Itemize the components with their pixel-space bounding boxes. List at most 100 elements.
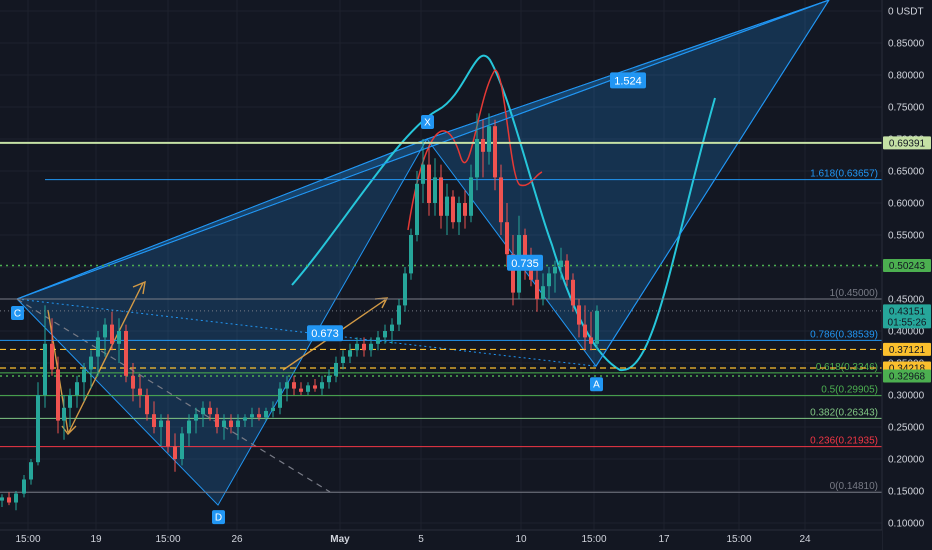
- candle-body: [257, 414, 261, 418]
- y-tick-label: 0.15000: [888, 487, 925, 498]
- candle-body: [481, 139, 485, 152]
- candle-body: [427, 164, 431, 203]
- price-tag-box: [883, 258, 931, 272]
- candle-body: [138, 388, 142, 395]
- price-tag-label: 0.43151: [889, 306, 926, 317]
- candle: [180, 427, 184, 466]
- candle: [390, 318, 394, 344]
- candle-body: [173, 446, 177, 459]
- candle-body: [152, 414, 156, 427]
- candle-body: [355, 343, 359, 351]
- candle: [481, 119, 485, 178]
- candle: [56, 356, 60, 434]
- candle: [306, 382, 310, 395]
- candle-body: [334, 363, 338, 376]
- candle-body: [271, 407, 275, 411]
- price-tag-label: 0.34218: [889, 364, 926, 375]
- pattern-point-A: A: [593, 380, 600, 391]
- candle-body: [577, 305, 581, 325]
- candle: [152, 401, 156, 434]
- candle-body: [499, 177, 503, 223]
- y-tick-label: 0.55000: [888, 231, 925, 242]
- candle-body: [362, 343, 366, 351]
- y-tick-label: 0.75000: [888, 103, 925, 114]
- candle: [523, 228, 527, 280]
- candle-body: [327, 375, 331, 383]
- candle: [541, 273, 545, 306]
- candle: [201, 401, 205, 427]
- candle-body: [523, 235, 527, 267]
- candle: [124, 324, 128, 383]
- candle-body: [383, 331, 387, 338]
- price-tag-label: 0.32968: [889, 372, 926, 383]
- candle-body: [299, 388, 303, 392]
- candle: [215, 407, 219, 434]
- candle-body: [595, 310, 599, 344]
- candle-body: [264, 411, 268, 418]
- candle-body: [313, 385, 317, 389]
- candle: [334, 356, 338, 383]
- candle: [187, 414, 191, 447]
- y-tick-label: 0.25000: [888, 423, 925, 434]
- x-tick-label: 15:00: [726, 534, 751, 545]
- candle-body: [208, 407, 212, 415]
- candle: [7, 492, 11, 506]
- candle-body: [124, 331, 128, 376]
- price-tag-box: [883, 136, 931, 150]
- candle-body: [541, 286, 545, 299]
- y-tick-label: 0.30000: [888, 391, 925, 402]
- candle-body: [50, 343, 54, 370]
- pattern-labels: C D X A 0.673 0.735 1.524: [11, 72, 646, 525]
- candle: [348, 343, 352, 363]
- y-tick-label: 0.65000: [888, 167, 925, 178]
- candle-body: [487, 126, 491, 152]
- cyan-curve: [291, 54, 716, 372]
- candle: [463, 190, 467, 229]
- candle-body: [7, 497, 11, 503]
- pattern-point-D: D: [215, 513, 222, 524]
- candle-body: [229, 420, 233, 427]
- candle-body: [145, 395, 149, 415]
- price-axis-background: [882, 0, 932, 550]
- candle: [409, 228, 413, 280]
- candle: [243, 414, 247, 427]
- fib-label-0.618: 0.618(0.3346): [816, 362, 878, 373]
- candle: [355, 337, 359, 357]
- harmonic-triangle-left: [16, 138, 429, 506]
- candle: [22, 475, 26, 498]
- candle-body: [292, 382, 296, 389]
- candle-body: [559, 260, 563, 267]
- candle: [341, 350, 345, 370]
- candle-body: [553, 267, 557, 274]
- price-axis: 0.100000.150000.200000.250000.300000.350…: [881, 0, 932, 550]
- candle: [493, 119, 497, 191]
- y-tick-label: 0.45000: [888, 295, 925, 306]
- candle-body: [445, 196, 449, 216]
- candle: [62, 395, 66, 440]
- price-tag-box: [883, 304, 931, 329]
- ratio-box-0.673: [307, 325, 343, 342]
- pattern-point-C-box: [11, 306, 24, 320]
- candle-body: [194, 414, 198, 421]
- candle: [271, 401, 275, 418]
- candle: [50, 318, 54, 376]
- y-tick-label: 0.10000: [888, 519, 925, 530]
- candle: [553, 260, 557, 293]
- candle: [487, 113, 491, 165]
- candle-body: [110, 324, 114, 344]
- candle: [173, 433, 177, 472]
- candle-body: [397, 305, 401, 325]
- candle-body: [376, 337, 380, 344]
- candle-body: [29, 462, 33, 480]
- candle: [369, 337, 373, 357]
- candle: [43, 305, 47, 408]
- pattern-point-D-box: [212, 510, 225, 525]
- candle-body: [565, 260, 569, 280]
- candle: [362, 337, 366, 357]
- ratio-label-1.524: 1.524: [614, 75, 642, 87]
- candle: [166, 414, 170, 453]
- fib-label-1.618: 1.618(0.63657): [810, 169, 878, 180]
- candle: [159, 414, 163, 447]
